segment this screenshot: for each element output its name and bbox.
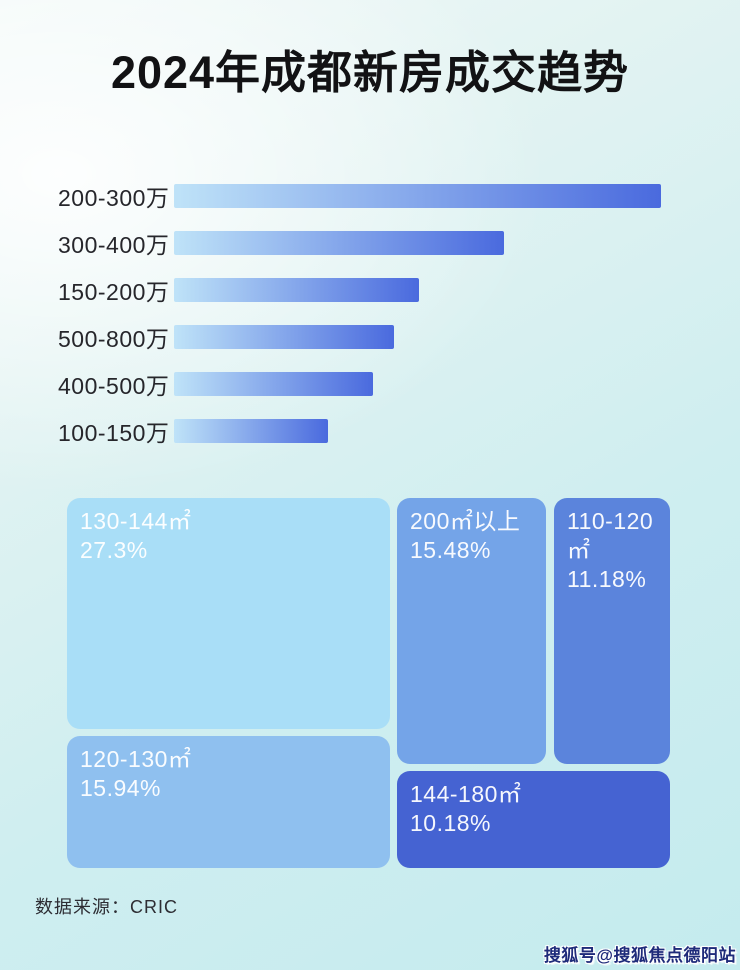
treemap-block: 144-180㎡ 10.18%	[397, 771, 670, 868]
treemap-block: 120-130㎡ 15.94%	[67, 736, 390, 868]
data-source-label: 数据来源：CRIC	[35, 897, 178, 917]
floor-area-treemap: 130-144㎡ 27.3% 120-130㎡ 15.94% 200㎡以上 15.48% 1…	[67, 498, 670, 868]
bar-row: 300-400万	[58, 231, 678, 258]
treemap-block-range-label: 120-130㎡	[80, 746, 192, 772]
treemap-block-range-label: 144-180㎡	[410, 781, 522, 807]
treemap-block-percent-label: 11.18%	[567, 565, 647, 592]
bar-track	[174, 231, 678, 255]
bar	[174, 231, 504, 255]
treemap-block-range-label: 110-120㎡	[567, 508, 654, 563]
treemap-block: 110-120㎡ 11.18%	[554, 498, 670, 764]
bar-row: 500-800万	[58, 325, 678, 352]
bar-row: 100-150万	[58, 419, 678, 446]
bar-category-label: 300-400万	[58, 232, 170, 258]
bar-category-label: 400-500万	[58, 373, 170, 399]
bar-category-label: 150-200万	[58, 279, 170, 305]
price-range-bar-chart: 200-300万 300-400万 150-200万 500-800万 400-500万…	[58, 184, 678, 466]
bar-track	[174, 372, 678, 396]
treemap-block-range-label: 200㎡以上	[410, 508, 521, 534]
treemap-block-percent-label: 27.3%	[80, 536, 148, 563]
bar-row: 200-300万	[58, 184, 678, 211]
bar-category-label: 100-150万	[58, 420, 170, 446]
treemap-block-percent-label: 15.48%	[410, 536, 492, 563]
treemap-block-percent-label: 15.94%	[80, 774, 162, 801]
treemap-block-percent-label: 10.18%	[410, 809, 492, 836]
bar-track	[174, 278, 678, 302]
bar	[174, 325, 394, 349]
bar-category-label: 500-800万	[58, 326, 170, 352]
bar	[174, 278, 419, 302]
treemap-block-range-label: 130-144㎡	[80, 508, 192, 534]
bar-track	[174, 184, 678, 208]
bar	[174, 372, 373, 396]
bar	[174, 419, 328, 443]
treemap-block: 130-144㎡ 27.3%	[67, 498, 390, 729]
bar-track	[174, 325, 678, 349]
bar-row: 150-200万	[58, 278, 678, 305]
bar	[174, 184, 661, 208]
treemap-block: 200㎡以上 15.48%	[397, 498, 546, 764]
page-title: 2024年成都新房成交趋势	[110, 47, 630, 98]
bar-row: 400-500万	[58, 372, 678, 399]
bar-track	[174, 419, 678, 443]
bar-category-label: 200-300万	[58, 185, 170, 211]
watermark-text: 搜狐号@搜狐焦点德阳站	[543, 946, 736, 965]
